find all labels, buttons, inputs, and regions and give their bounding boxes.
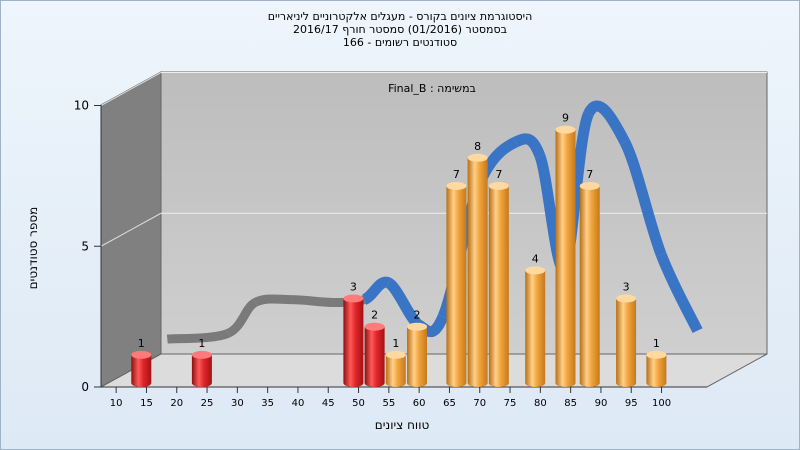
bar-value-label: 4 [532, 252, 539, 265]
bar-body [488, 185, 509, 387]
x-tick-label: 30 [231, 398, 244, 409]
bar-top [525, 266, 546, 275]
curve-segment-blue [583, 100, 630, 145]
bar-value-label: 7 [453, 168, 460, 181]
curve-segment-blue [361, 276, 391, 305]
bar-body [555, 129, 576, 387]
grid-line-side [100, 212, 162, 247]
x-tick-label: 75 [504, 398, 517, 409]
chart-title: היסטוגרמת ציונים בקורס - מעגלים אלקטרוני… [200, 10, 600, 49]
bar-top [343, 294, 364, 303]
bar-body [579, 185, 600, 387]
bar [385, 350, 406, 387]
bar [646, 350, 667, 387]
bar-body [525, 270, 546, 387]
bar-body [364, 326, 385, 387]
curve-segment-gray [166, 329, 230, 344]
bar-top [646, 350, 667, 359]
bar [407, 322, 428, 387]
bar-body [616, 298, 637, 387]
bar [343, 294, 364, 387]
bar-top [385, 350, 406, 359]
bar [579, 181, 600, 387]
x-tick-label: 65 [443, 398, 456, 409]
title-line-2: בסמסטר (01/2016) סמסטר חורף 2016/17 [293, 23, 507, 36]
axes: 0 5 10 10 15 20 25 30 35 40 45 50 55 60 65 70 75 80 85 90 95… [74, 99, 707, 409]
bar-value-label: 9 [562, 112, 569, 125]
x-tick-label: 85 [564, 398, 577, 409]
bar-body [343, 298, 364, 387]
task-annotation: Final_B : במשימה [388, 82, 476, 95]
bar-series: 1 1 3 2 1 2 7 8 7 4 9 7 3 1 [131, 112, 667, 387]
bar-top [488, 181, 509, 190]
bar-body [131, 354, 152, 387]
bar-value-label: 1 [653, 337, 660, 350]
x-tick-label: 25 [201, 398, 214, 409]
bar-body [385, 354, 406, 387]
curve-segment-blue [619, 139, 667, 257]
x-tick-label: 35 [261, 398, 274, 409]
bar-value-label: 3 [350, 281, 357, 294]
x-tick-label: 45 [322, 398, 335, 409]
curve-segment-gray [291, 295, 335, 307]
bar-value-label: 1 [138, 337, 145, 350]
x-tick-label: 40 [292, 398, 305, 409]
bar-top [555, 125, 576, 134]
curve-segment-blue [656, 252, 703, 334]
x-tick-label: 50 [352, 398, 365, 409]
curve-segment-blue [513, 133, 546, 159]
bar-value-label: 7 [495, 168, 502, 181]
bar [131, 350, 152, 387]
bar-value-label: 2 [371, 309, 378, 322]
bar-top [131, 350, 152, 359]
bar [488, 181, 509, 387]
y-axis-label: מספר סטודנטים [26, 206, 40, 290]
bar [446, 181, 467, 387]
bar-value-label: 1 [392, 337, 399, 350]
bar-top [407, 322, 428, 331]
x-tick-label: 60 [413, 398, 426, 409]
bar-body [646, 354, 667, 387]
bar [467, 153, 488, 387]
bar-value-label: 8 [474, 140, 481, 153]
title-line-1: היסטוגרמת ציונים בקורס - מעגלים אלקטרוני… [267, 10, 533, 23]
x-tick-label: 100 [652, 398, 671, 409]
x-axis-label: טווח ציונים [374, 418, 430, 432]
bar [555, 125, 576, 387]
bar-body [407, 326, 428, 387]
bar-top [446, 181, 467, 190]
title-line-3: 166 - סטודנטים רשומים [342, 36, 458, 49]
x-tick-label: 90 [595, 398, 608, 409]
x-tick-label: 80 [534, 398, 547, 409]
x-tick-label: 10 [110, 398, 123, 409]
curve-segment-gray [225, 298, 258, 338]
bar-value-label: 7 [586, 168, 593, 181]
x-tick-label: 20 [170, 398, 183, 409]
x-tick-label: 15 [140, 398, 153, 409]
x-tick-label: 55 [382, 398, 395, 409]
bar [364, 322, 385, 387]
bar-value-label: 2 [414, 309, 421, 322]
grid-line-side [100, 72, 162, 106]
bar-top [579, 181, 600, 190]
curve-segment-gray [253, 294, 292, 307]
x-tick-label: 95 [625, 398, 638, 409]
bar-top [467, 153, 488, 162]
y-tick-label: 5 [81, 239, 89, 253]
bar-body [191, 354, 212, 387]
bar-top [191, 350, 212, 359]
y-tick-label: 0 [81, 380, 89, 394]
bar-top [616, 294, 637, 303]
bar [191, 350, 212, 387]
bar-value-label: 1 [198, 337, 205, 350]
bar-body [446, 185, 467, 387]
bar-top [364, 322, 385, 331]
bar-body [467, 157, 488, 387]
y-tick-label: 10 [74, 99, 89, 113]
bar [616, 294, 637, 387]
bar [525, 266, 546, 387]
bar-value-label: 3 [623, 281, 630, 294]
x-tick-label: 70 [473, 398, 486, 409]
